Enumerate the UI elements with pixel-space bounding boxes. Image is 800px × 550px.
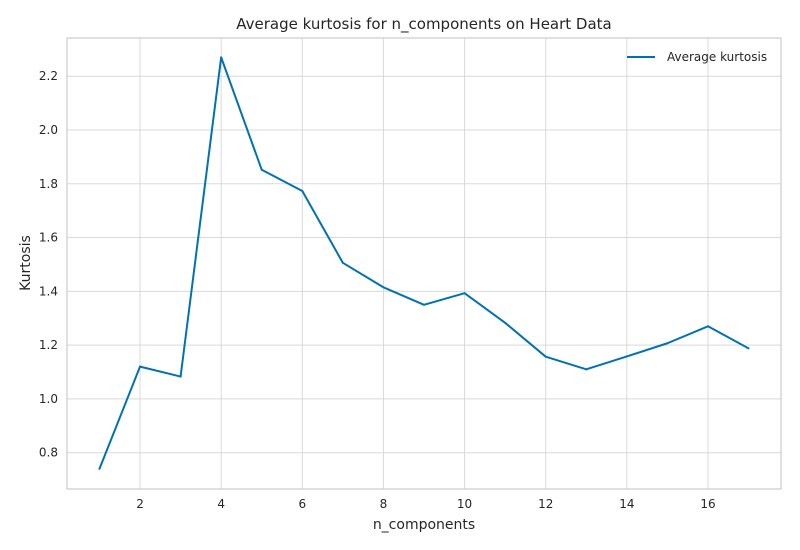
- x-tick-label: 10: [457, 497, 472, 511]
- y-tick-label: 1.8: [39, 177, 58, 191]
- data-point: [666, 342, 669, 345]
- data-point: [625, 355, 628, 358]
- x-axis-label: n_components: [373, 517, 475, 533]
- x-tick-labels: 2 4 6 8 10 12 14 16: [136, 497, 715, 511]
- x-tick-label: 6: [298, 497, 306, 511]
- data-point: [504, 321, 507, 324]
- data-point: [341, 261, 344, 264]
- y-tick-label: 2.2: [39, 69, 58, 83]
- y-tick-label: 1.0: [39, 392, 58, 406]
- data-point: [382, 286, 385, 289]
- x-tick-label: 2: [136, 497, 144, 511]
- y-axis-label: Kurtosis: [18, 235, 34, 291]
- data-point: [260, 168, 263, 171]
- x-tick-label: 12: [538, 497, 553, 511]
- x-tick-label: 8: [380, 497, 388, 511]
- y-tick-label: 1.4: [39, 284, 58, 298]
- plot-background: [67, 38, 781, 489]
- data-point: [139, 365, 142, 368]
- y-tick-label: 1.2: [39, 338, 58, 352]
- data-point: [423, 303, 425, 306]
- gridlines: [67, 38, 781, 489]
- data-point: [179, 375, 182, 378]
- data-point: [544, 355, 547, 358]
- data-point: [706, 325, 709, 328]
- series-lines: [98, 56, 750, 470]
- y-tick-labels: 0.8 1.0 1.2 1.4 1.6 1.8 2.0 2.2: [39, 69, 58, 460]
- data-point: [98, 467, 101, 470]
- plot-frame: [66, 37, 782, 490]
- y-tick-label: 2.0: [39, 123, 58, 137]
- data-point: [301, 190, 304, 193]
- data-point: [585, 368, 588, 371]
- y-tick-label: 0.8: [39, 446, 58, 460]
- data-point: [220, 56, 223, 59]
- legend: Average kurtosis: [627, 50, 767, 64]
- y-tick-label: 1.6: [39, 231, 58, 245]
- data-point: [463, 292, 466, 295]
- x-tick-label: 14: [619, 497, 634, 511]
- x-tick-label: 16: [700, 497, 715, 511]
- chart-title: Average kurtosis for n_components on Hea…: [236, 15, 612, 34]
- data-point: [747, 347, 750, 350]
- legend-label: Average kurtosis: [667, 50, 767, 64]
- x-tick-label: 4: [217, 497, 225, 511]
